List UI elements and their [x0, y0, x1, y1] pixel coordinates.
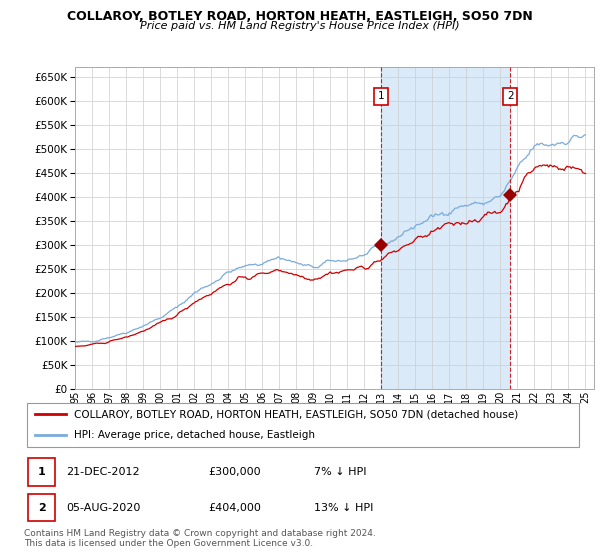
- Bar: [381, 67, 510, 389]
- Text: Price paid vs. HM Land Registry's House Price Index (HPI): Price paid vs. HM Land Registry's House …: [140, 21, 460, 31]
- Text: COLLAROY, BOTLEY ROAD, HORTON HEATH, EASTLEIGH, SO50 7DN (detached house): COLLAROY, BOTLEY ROAD, HORTON HEATH, EAS…: [74, 409, 518, 419]
- Text: 13% ↓ HPI: 13% ↓ HPI: [314, 503, 374, 513]
- Text: 2: 2: [507, 91, 514, 101]
- Text: 05-AUG-2020: 05-AUG-2020: [66, 503, 140, 513]
- Text: COLLAROY, BOTLEY ROAD, HORTON HEATH, EASTLEIGH, SO50 7DN: COLLAROY, BOTLEY ROAD, HORTON HEATH, EAS…: [67, 10, 533, 23]
- Text: £404,000: £404,000: [208, 503, 261, 513]
- Text: 1: 1: [377, 91, 384, 101]
- FancyBboxPatch shape: [28, 494, 55, 521]
- Text: £300,000: £300,000: [208, 467, 261, 477]
- Text: HPI: Average price, detached house, Eastleigh: HPI: Average price, detached house, East…: [74, 431, 315, 441]
- Text: 21-DEC-2012: 21-DEC-2012: [66, 467, 139, 477]
- Text: 1: 1: [38, 467, 46, 477]
- Text: Contains HM Land Registry data © Crown copyright and database right 2024.
This d: Contains HM Land Registry data © Crown c…: [24, 529, 376, 548]
- FancyBboxPatch shape: [28, 459, 55, 486]
- Text: 7% ↓ HPI: 7% ↓ HPI: [314, 467, 367, 477]
- Text: 2: 2: [38, 503, 46, 513]
- FancyBboxPatch shape: [27, 403, 579, 447]
